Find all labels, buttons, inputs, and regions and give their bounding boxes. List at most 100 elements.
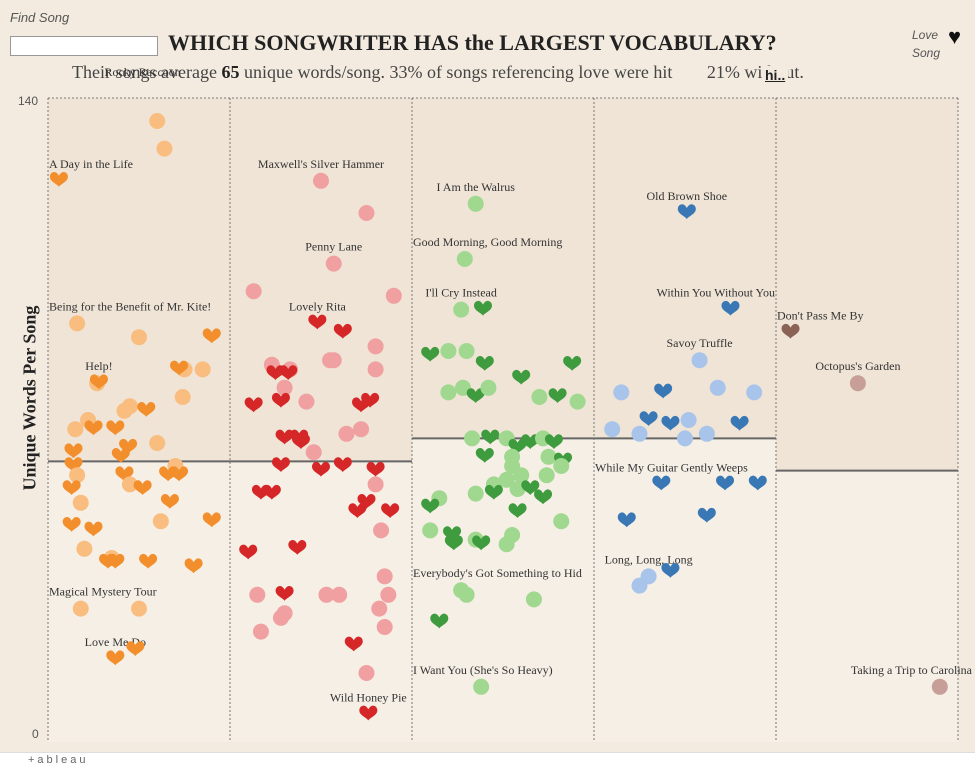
- song-point-mark: [313, 172, 329, 189]
- subtitle-post: unique words/song. 33% of songs referenc…: [239, 62, 673, 82]
- love-song-heart-mark: [239, 544, 258, 560]
- chart-title: WHICH SONGWRITER HAS the LARGEST VOCABUL…: [168, 30, 777, 56]
- song-point-mark: [604, 421, 621, 438]
- song-point-mark: [194, 361, 211, 378]
- song-label: Penny Lane: [305, 240, 362, 254]
- song-label: Magical Mystery Tour: [49, 585, 157, 599]
- song-point-mark: [553, 513, 570, 530]
- song-point-mark: [156, 140, 173, 157]
- love-song-heart-mark: [481, 429, 500, 445]
- chart-title-text: WHICH SONGWRITER HAS the LARGEST VOCABUL…: [168, 30, 777, 55]
- love-song-heart-mark: [308, 314, 327, 330]
- panel-upper-band: [594, 98, 776, 439]
- love-song-heart-mark: [697, 507, 716, 523]
- song-label: Maxwell's Silver Hammer: [258, 157, 384, 171]
- song-label: Wild Honey Pie: [330, 690, 407, 704]
- song-point-mark: [249, 586, 266, 603]
- song-point-mark: [353, 421, 370, 438]
- song-point-mark: [121, 476, 138, 493]
- song-label: Long, Long, Long: [605, 552, 693, 566]
- song-label: Old Brown Shoe: [646, 189, 727, 203]
- love-song-heart-mark: [475, 356, 494, 371]
- song-point-mark: [252, 623, 269, 640]
- legend: Love Song: [912, 26, 940, 62]
- song-point-mark: [464, 430, 481, 447]
- panel-upper-band: [776, 98, 958, 471]
- song-point-mark: [69, 467, 86, 484]
- love-song-heart-mark: [366, 461, 385, 477]
- song-point-mark: [613, 384, 630, 401]
- song-point-mark: [358, 665, 375, 681]
- love-song-heart-mark: [654, 383, 673, 399]
- love-song-heart-mark: [472, 535, 491, 551]
- song-label: While My Guitar Gently Weeps: [595, 460, 748, 474]
- song-label: I'll Cry Instead: [425, 286, 496, 300]
- love-song-heart-mark: [430, 613, 449, 629]
- song-point-mark: [121, 398, 138, 415]
- song-point-mark: [691, 352, 708, 369]
- song-label: Within You Without You: [656, 286, 775, 300]
- love-song-heart-mark: [271, 392, 290, 408]
- song-label: Help!: [85, 359, 112, 373]
- love-song-heart-mark: [184, 558, 203, 574]
- song-point-mark: [152, 513, 169, 530]
- find-song-input[interactable]: [10, 36, 158, 56]
- love-song-heart-mark: [544, 434, 563, 449]
- love-song-heart-mark: [275, 586, 294, 601]
- love-song-heart-mark: [202, 328, 221, 344]
- song-point-mark: [531, 389, 548, 405]
- song-point-mark: [849, 375, 866, 392]
- love-song-heart-mark: [512, 369, 531, 385]
- song-point-mark: [631, 425, 648, 442]
- song-point-mark: [367, 338, 384, 355]
- song-label: A Day in the Life: [49, 157, 133, 171]
- y-tick-max: 140: [18, 94, 39, 108]
- panel-lower-band: [776, 470, 958, 742]
- song-point-mark: [72, 494, 89, 511]
- love-song-heart-mark: [721, 300, 740, 316]
- panel-lower-band: [412, 438, 594, 742]
- song-point-mark: [149, 113, 166, 129]
- chart-subtitle: Their songs average 65 unique words/song…: [72, 62, 804, 83]
- song-point-mark: [467, 485, 484, 502]
- song-point-mark: [709, 379, 726, 396]
- love-song-heart-mark: [521, 434, 540, 449]
- love-song-heart-mark: [133, 480, 152, 495]
- love-song-heart-mark: [639, 411, 658, 426]
- hover-tooltip-tag[interactable]: hi..: [762, 66, 789, 84]
- love-song-heart-mark: [271, 457, 290, 472]
- love-song-heart-mark: [421, 346, 440, 362]
- love-song-heart-mark: [521, 480, 540, 495]
- song-point-mark: [538, 467, 555, 484]
- love-song-heart-mark: [716, 475, 735, 491]
- love-song-heart-mark: [443, 526, 462, 541]
- song-point-mark: [149, 435, 166, 451]
- song-point-mark: [631, 577, 648, 594]
- song-point-mark: [276, 379, 293, 396]
- song-point-mark: [371, 600, 388, 617]
- love-song-heart-mark: [617, 512, 636, 528]
- love-song-heart-mark: [262, 484, 281, 500]
- song-point-mark: [458, 343, 475, 359]
- song-point-mark: [131, 329, 147, 346]
- find-song-label: Find Song: [10, 10, 70, 25]
- love-song-heart-mark: [484, 484, 503, 500]
- love-song-heart-mark: [170, 466, 189, 482]
- song-point-mark: [525, 591, 542, 608]
- song-point-mark: [376, 619, 393, 635]
- love-song-heart-mark: [781, 323, 800, 339]
- song-point-mark: [69, 315, 86, 332]
- song-label: I Am the Walrus: [436, 180, 515, 194]
- song-point-mark: [318, 586, 335, 603]
- song-label: Octopus's Garden: [815, 359, 900, 373]
- love-song-heart-mark: [652, 475, 671, 491]
- song-point-mark: [305, 444, 322, 461]
- love-song-heart-mark: [84, 521, 103, 537]
- song-point-mark: [458, 586, 475, 603]
- song-label: Taking a Trip to Carolina: [851, 663, 973, 677]
- song-point-mark: [453, 301, 470, 318]
- love-song-heart-mark: [62, 517, 81, 532]
- song-point-mark: [76, 540, 93, 557]
- song-point-mark: [440, 384, 457, 401]
